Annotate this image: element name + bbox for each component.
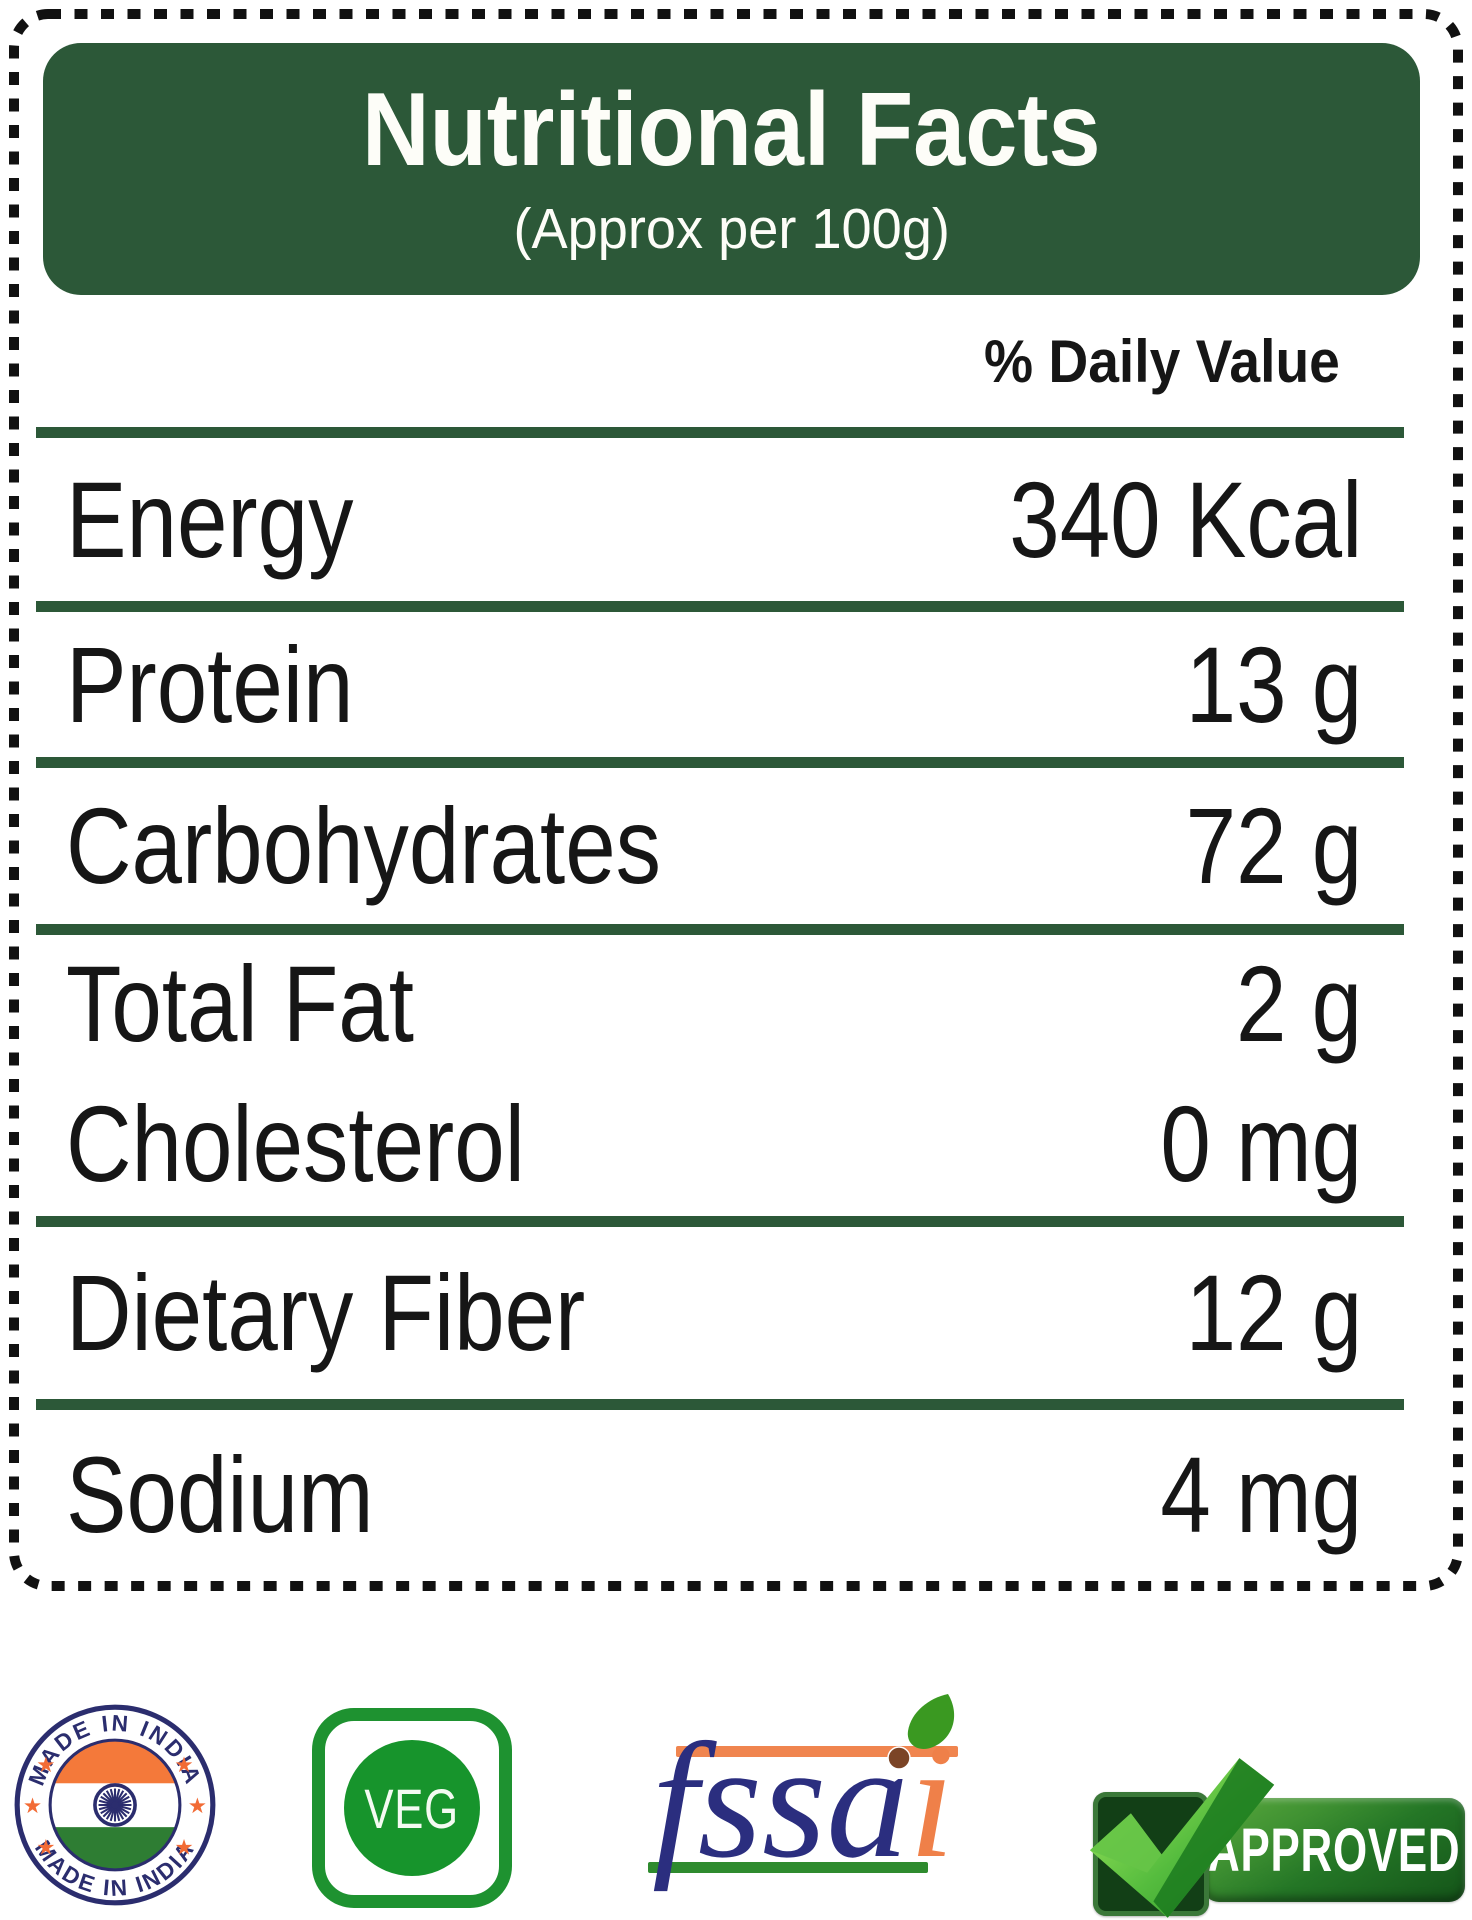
- svg-text:★: ★: [174, 1752, 193, 1777]
- veg-badge: VEG: [312, 1708, 512, 1908]
- svg-text:★: ★: [36, 1834, 55, 1859]
- nutrient-name: Energy: [66, 458, 354, 580]
- table-row: Protein 13 g: [36, 612, 1404, 768]
- ashoka-chakra-icon: [93, 1783, 137, 1827]
- nutrient-name: Protein: [66, 623, 354, 745]
- label-header: Nutritional Facts (Approx per 100g): [43, 43, 1420, 295]
- made-in-india-stamp-icon: MADE IN INDIA MADE IN INDIA ★ ★ ★ ★ ★ ★: [14, 1704, 216, 1906]
- nutrient-name: Cholesterol: [66, 1083, 525, 1204]
- approved-badge: APPROVED: [1085, 1758, 1470, 1920]
- nutrient-name: Sodium: [66, 1434, 374, 1555]
- stamp-stars: ★ ★ ★ ★ ★ ★: [23, 1752, 207, 1859]
- table-row: Total Fat 2 g: [36, 935, 1404, 1072]
- nutrient-name: Total Fat: [66, 942, 414, 1064]
- nutrient-value: 340 Kcal: [1008, 458, 1362, 580]
- daily-value-header: % Daily Value: [984, 327, 1340, 395]
- table-row: Cholesterol 0 mg: [36, 1072, 1404, 1227]
- table-row: Dietary Fiber 12 g: [36, 1227, 1404, 1410]
- veg-label: VEG: [364, 1776, 460, 1840]
- svg-text:★: ★: [174, 1834, 193, 1859]
- nutrient-value: 2 g: [1235, 942, 1362, 1064]
- nutrient-value: 0 mg: [1160, 1083, 1362, 1204]
- nutrient-value: 12 g: [1185, 1252, 1362, 1373]
- nutrient-name: Dietary Fiber: [66, 1252, 586, 1373]
- approved-panel: APPROVED: [1203, 1798, 1465, 1902]
- nutrient-name: Carbohydrates: [66, 785, 662, 906]
- daily-value-header-row: % Daily Value: [36, 295, 1404, 438]
- veg-circle-icon: VEG: [344, 1740, 480, 1876]
- svg-text:★: ★: [23, 1793, 42, 1818]
- nutrient-value: 4 mg: [1160, 1434, 1362, 1555]
- svg-text:★: ★: [188, 1793, 207, 1818]
- checkmark-icon: [1089, 1758, 1275, 1918]
- fssai-leaf-icon: [907, 1694, 955, 1750]
- nutrient-value: 13 g: [1185, 623, 1362, 745]
- svg-text:★: ★: [36, 1752, 55, 1777]
- page-title: Nutritional Facts: [362, 72, 1101, 189]
- fssai-logo-icon: fssai: [648, 1694, 958, 1892]
- approved-label: APPROVED: [1207, 1816, 1461, 1884]
- nutrition-table: % Daily Value Energy 340 Kcal Protein 13…: [36, 295, 1404, 1580]
- serving-subtitle: (Approx per 100g): [513, 196, 950, 261]
- table-row: Carbohydrates 72 g: [36, 768, 1404, 935]
- table-row: Energy 340 Kcal: [36, 438, 1404, 612]
- nutrient-value: 72 g: [1185, 785, 1362, 906]
- fssai-berry-icon: [887, 1746, 911, 1770]
- table-row: Sodium 4 mg: [36, 1410, 1404, 1580]
- fssai-wordmark: fssai: [652, 1709, 955, 1892]
